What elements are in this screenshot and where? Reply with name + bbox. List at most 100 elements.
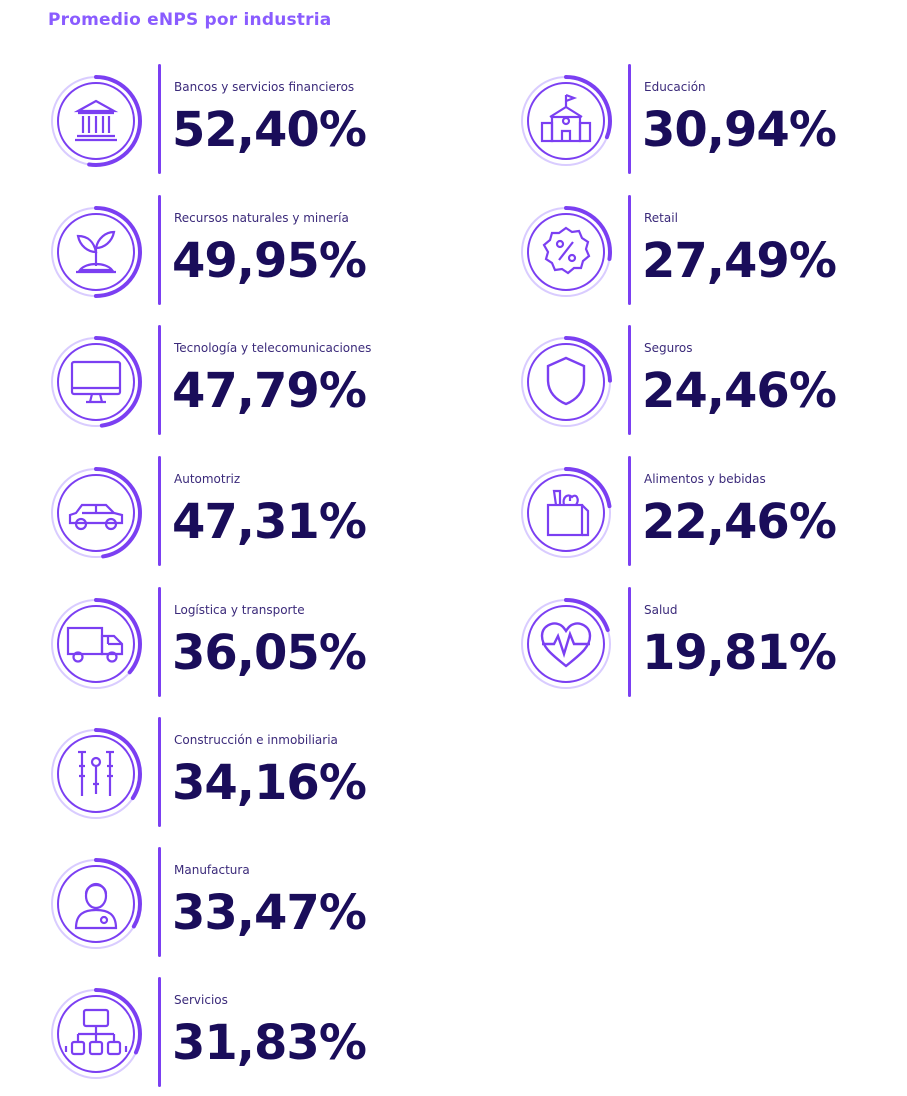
network-icon [64,1008,128,1056]
ring-progress-arc [520,336,612,428]
enps-value: 27,49% [642,233,837,289]
industry-item-salud: Salud 19,81% [518,587,907,697]
ring-progress-arc [50,858,142,950]
monitor-icon [70,360,122,404]
ring-inner-circle [57,82,135,160]
ring-inner-circle [57,343,135,421]
ring-progress-arc [50,467,142,559]
ring-inner-circle [57,605,135,683]
enps-value: 49,95% [172,233,367,289]
school-icon [540,93,592,143]
ring-progress-arc [520,467,612,559]
plant-icon [76,230,116,274]
ring-progress-arc [520,206,612,298]
progress-ring-manufactura [50,858,142,950]
industry-item-tecnologia-y-telecomunicaciones: Tecnología y telecomunicaciones 47,79% [48,325,468,435]
progress-ring-tecnologia-y-telecomunicaciones [50,336,142,428]
ring-inner-circle [527,213,605,291]
industry-item-manufactura: Manufactura 33,47% [48,847,468,957]
industry-item-construccion-e-inmobiliaria: Construcción e inmobiliaria 34,16% [48,717,468,827]
bank-icon [73,99,119,142]
divider [158,195,161,305]
ring-progress-arc [50,206,142,298]
car-icon [68,503,124,531]
divider [158,456,161,566]
ring-progress-arc [50,336,142,428]
enps-value: 52,40% [172,102,367,158]
enps-value: 24,46% [642,363,837,419]
industry-item-servicios: Servicios 31,83% [48,977,468,1087]
industry-item-automotriz: Automotriz 47,31% [48,456,468,566]
industry-label: Manufactura [174,863,250,877]
divider [628,587,631,697]
enps-value: 22,46% [642,494,837,550]
progress-ring-automotriz [50,467,142,559]
progress-ring-retail [520,206,612,298]
progress-ring-construccion-e-inmobiliaria [50,728,142,820]
divider [158,64,161,174]
ring-progress-arc [520,75,612,167]
enps-value: 36,05% [172,625,367,681]
industry-label: Alimentos y bebidas [644,472,766,486]
heart-pulse-icon [540,622,592,668]
divider [628,456,631,566]
industry-item-retail: Retail 27,49% [518,195,907,305]
ring-inner-circle [57,865,135,943]
progress-ring-salud [520,598,612,690]
industry-item-bancos-y-servicios-financieros: Bancos y servicios financieros 52,40% [48,64,468,174]
industry-item-logistica-y-transporte: Logística y transporte 36,05% [48,587,468,697]
industry-item-educacion: Educación 30,94% [518,64,907,174]
ring-inner-circle [57,213,135,291]
divider [628,64,631,174]
grocery-bag-icon [546,489,590,537]
industry-item-recursos-naturales-y-mineria: Recursos naturales y minería 49,95% [48,195,468,305]
industry-label: Tecnología y telecomunicaciones [174,341,372,355]
divider [158,587,161,697]
chart-title: Promedio eNPS por industria [48,10,332,30]
industry-label: Servicios [174,993,228,1007]
ring-inner-circle [527,605,605,683]
discount-badge-icon [542,226,591,275]
ring-inner-circle [57,995,135,1073]
divider [628,195,631,305]
industry-label: Recursos naturales y minería [174,211,349,225]
worker-icon [74,882,118,930]
ring-inner-circle [527,82,605,160]
truck-icon [66,626,124,663]
ring-inner-circle [57,735,135,813]
progress-ring-alimentos-y-bebidas [520,467,612,559]
ring-progress-arc [50,728,142,820]
enps-value: 47,31% [172,494,367,550]
ring-progress-arc [50,598,142,690]
enps-value: 47,79% [172,363,367,419]
ring-progress-arc [50,75,142,167]
divider [158,977,161,1087]
progress-ring-servicios [50,988,142,1080]
divider [628,325,631,435]
enps-value: 31,83% [172,1015,367,1071]
enps-value: 33,47% [172,885,367,941]
ring-progress-arc [520,598,612,690]
ring-inner-circle [57,474,135,552]
ring-progress-arc [50,988,142,1080]
progress-ring-educacion [520,75,612,167]
ring-inner-circle [527,474,605,552]
divider [158,325,161,435]
progress-ring-recursos-naturales-y-mineria [50,206,142,298]
enps-value: 34,16% [172,755,367,811]
divider [158,717,161,827]
industry-label: Retail [644,211,678,225]
shield-icon [546,356,586,406]
ring-inner-circle [527,343,605,421]
tools-icon [78,750,114,796]
industry-label: Educación [644,80,706,94]
industry-label: Logística y transporte [174,603,305,617]
industry-item-alimentos-y-bebidas: Alimentos y bebidas 22,46% [518,456,907,566]
progress-ring-bancos-y-servicios-financieros [50,75,142,167]
enps-value: 19,81% [642,625,837,681]
industry-label: Construcción e inmobiliaria [174,733,338,747]
industry-label: Bancos y servicios financieros [174,80,355,94]
divider [158,847,161,957]
progress-ring-seguros [520,336,612,428]
progress-ring-logistica-y-transporte [50,598,142,690]
